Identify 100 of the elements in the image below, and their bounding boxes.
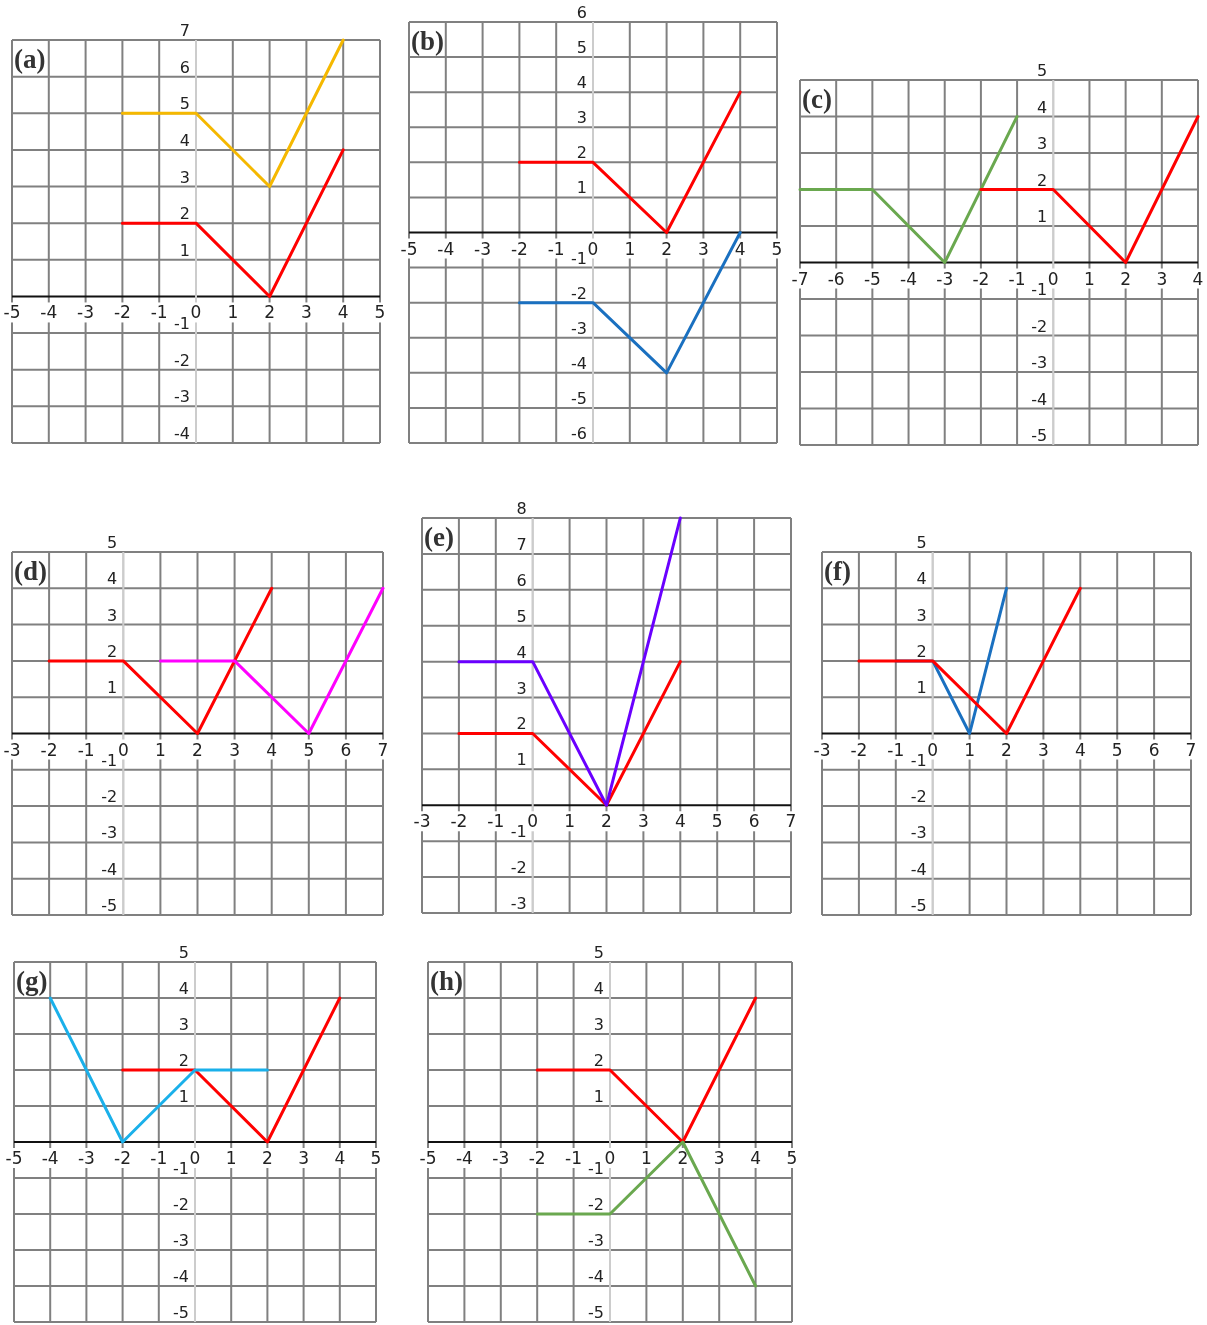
chart-title: (f) <box>824 556 851 586</box>
x-tick-label: 3 <box>229 739 241 760</box>
y-tick-label: 5 <box>178 943 189 962</box>
x-tick-label: -1 <box>887 739 905 760</box>
x-tick-label: -4 <box>455 1148 473 1168</box>
x-tick-label: 2 <box>261 1148 273 1168</box>
y-tick-label: -6 <box>571 424 587 443</box>
y-tick-label: -2 <box>174 350 190 370</box>
x-tick-label: 4 <box>734 238 746 259</box>
x-tick-label: 2 <box>661 238 673 259</box>
x-tick-label: 3 <box>300 302 312 323</box>
y-tick-label: 8 <box>516 499 527 518</box>
x-tick-label: 5 <box>771 238 783 259</box>
x-tick-label: -2 <box>850 739 868 760</box>
x-tick-label: -3 <box>474 238 492 259</box>
y-tick-label: 6 <box>516 570 527 590</box>
x-tick-label: 0 <box>927 739 939 760</box>
y-tick-label: -2 <box>173 1195 189 1214</box>
x-tick-label: -3 <box>77 1148 95 1168</box>
x-tick-label: 4 <box>266 739 278 760</box>
y-tick-label: 5 <box>1037 61 1048 80</box>
x-tick-label: 5 <box>370 1148 382 1168</box>
y-tick-label: 4 <box>593 979 604 998</box>
x-tick-label: -1 <box>547 238 565 259</box>
y-tick-label: 6 <box>576 3 587 22</box>
y-tick-label: -2 <box>571 283 587 303</box>
chart-title: (b) <box>411 26 444 56</box>
x-tick-label: -1 <box>1008 268 1026 289</box>
x-tick-label: 6 <box>340 739 352 760</box>
y-tick-label: 1 <box>107 678 118 698</box>
x-tick-label: -2 <box>972 268 990 289</box>
y-tick-label: 5 <box>576 38 587 58</box>
x-tick-label: 4 <box>334 1148 346 1168</box>
x-tick-label: 5 <box>786 1148 798 1168</box>
x-tick-label: 1 <box>964 739 976 760</box>
x-tick-label: -3 <box>3 739 21 760</box>
chart-title: (c) <box>802 84 832 114</box>
y-tick-label: 4 <box>916 569 927 589</box>
chart-title: (e) <box>424 522 454 552</box>
x-tick-label: 1 <box>154 739 166 760</box>
y-tick-label: 2 <box>1037 170 1048 190</box>
x-tick-label: -3 <box>77 302 95 323</box>
y-tick-label: -4 <box>1031 389 1048 409</box>
x-tick-label: -5 <box>3 302 21 323</box>
y-tick-label: 1 <box>1037 207 1048 226</box>
x-tick-label: 0 <box>527 811 539 832</box>
x-tick-label: 1 <box>227 302 239 323</box>
x-tick-label: 1 <box>624 238 636 259</box>
x-tick-label: -3 <box>813 739 831 760</box>
x-tick-label: 4 <box>674 811 686 832</box>
x-tick-label: -2 <box>40 739 58 760</box>
y-tick-label: 3 <box>179 167 190 187</box>
x-tick-label: 3 <box>637 811 649 832</box>
y-tick-label: 3 <box>1037 134 1048 153</box>
y-tick-label: 4 <box>576 73 587 93</box>
x-tick-label: -4 <box>437 238 455 259</box>
y-tick-label: 5 <box>179 94 190 114</box>
x-tick-label: 4 <box>750 1148 762 1168</box>
y-tick-label: 1 <box>916 678 927 698</box>
y-tick-label: -4 <box>571 353 587 373</box>
y-tick-label: 4 <box>1037 97 1048 117</box>
chart-title: (g) <box>16 966 48 996</box>
x-tick-label: -4 <box>40 302 58 323</box>
y-tick-label: 7 <box>516 534 527 554</box>
y-tick-label: 5 <box>107 533 118 552</box>
x-tick-label: -5 <box>5 1148 23 1168</box>
x-tick-label: -1 <box>487 811 505 832</box>
y-tick-label: 7 <box>179 21 190 40</box>
x-tick-label: 2 <box>677 1148 689 1168</box>
x-tick-label: -5 <box>419 1148 437 1168</box>
y-tick-label: -4 <box>174 424 190 443</box>
chart-title: (a) <box>14 44 46 74</box>
y-tick-label: -5 <box>101 896 118 915</box>
x-tick-label: -1 <box>150 1148 168 1168</box>
y-tick-label: -4 <box>910 859 927 879</box>
x-tick-label: -6 <box>827 268 845 289</box>
x-tick-label: -5 <box>400 238 418 259</box>
x-tick-label: 3 <box>697 238 709 259</box>
y-tick-label: 3 <box>107 605 118 625</box>
x-tick-label: 2 <box>192 739 203 760</box>
x-tick-label: 1 <box>225 1148 237 1168</box>
x-tick-label: -5 <box>863 268 881 289</box>
y-tick-label: 3 <box>178 1015 189 1034</box>
x-tick-label: 5 <box>711 811 723 832</box>
x-tick-label: 2 <box>1001 739 1012 760</box>
x-tick-label: 5 <box>1111 739 1123 760</box>
y-tick-label: 5 <box>593 943 604 962</box>
x-tick-label: 2 <box>264 302 276 323</box>
y-tick-label: 2 <box>576 143 587 163</box>
y-tick-label: 2 <box>179 204 190 224</box>
y-tick-label: -5 <box>571 388 587 408</box>
y-tick-label: -2 <box>1031 316 1048 336</box>
y-tick-label: 5 <box>516 606 527 626</box>
y-tick-label: 2 <box>916 641 927 661</box>
x-tick-label: 3 <box>713 1148 725 1168</box>
chart-title: (d) <box>14 556 47 586</box>
y-tick-label: -5 <box>588 1303 604 1322</box>
y-tick-label: 1 <box>593 1087 604 1106</box>
x-tick-label: -3 <box>492 1148 510 1168</box>
chart-title: (h) <box>430 966 463 996</box>
